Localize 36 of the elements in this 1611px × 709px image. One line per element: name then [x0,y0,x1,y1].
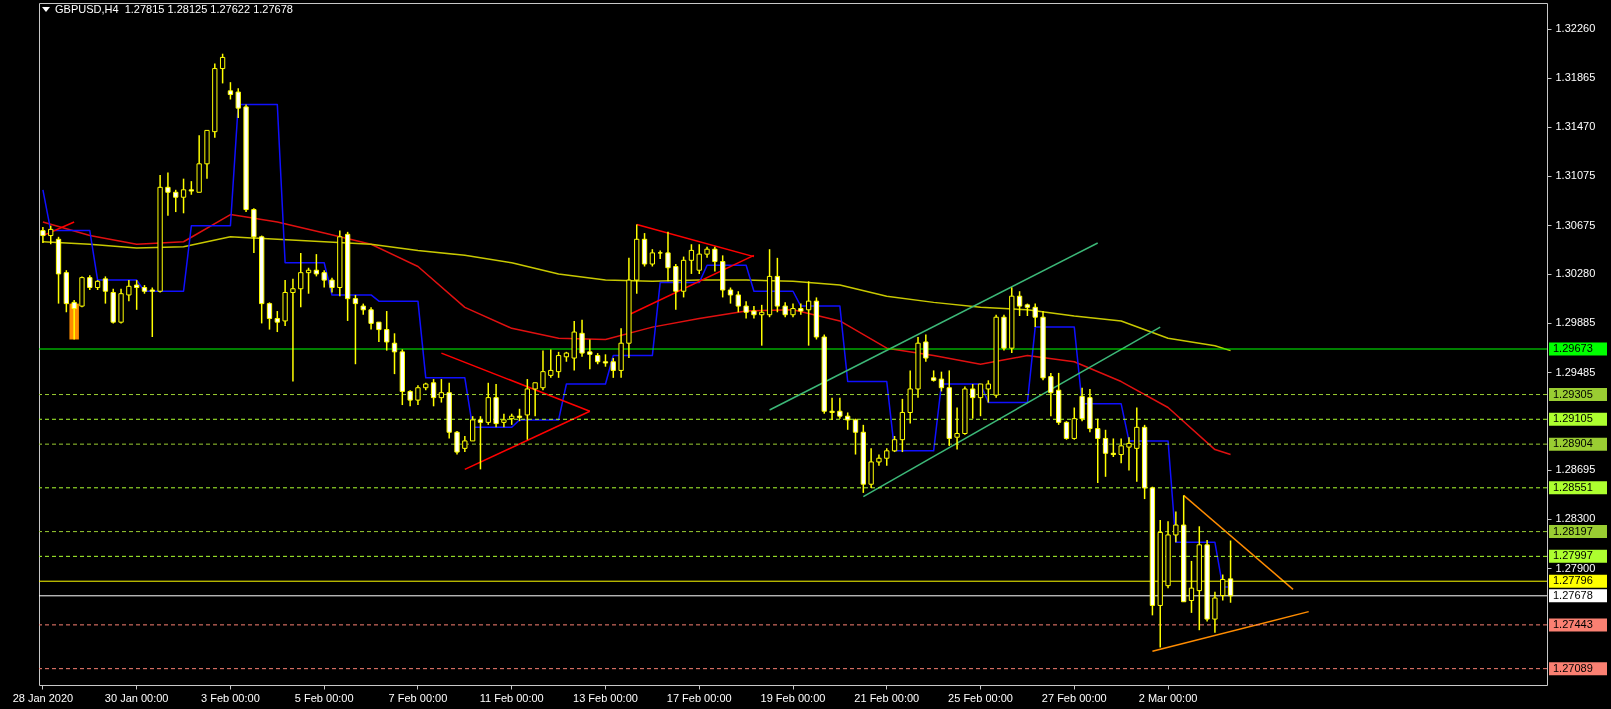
y-tick-label: 1.30280 [1555,267,1596,280]
x-tick-label: 27 Feb 00:00 [1041,691,1107,704]
x-tick-label: 30 Jan 00:00 [104,691,169,704]
x-tick-label: 13 Feb 00:00 [573,691,638,704]
x-tick-label: 7 Feb 00:00 [388,691,448,704]
y-tick-label: 1.31075 [1555,169,1596,182]
x-tick-label: 25 Feb 00:00 [948,691,1013,704]
ref-line-label: 1.27796 [1553,574,1593,587]
chart-title: GBPUSD,H4 1.27815 1.28125 1.27622 1.27678 [55,3,293,15]
ref-line-label: 1.28904 [1553,437,1593,450]
ref-line-label: 1.27089 [1553,661,1593,674]
x-tick-label: 5 Feb 00:00 [294,691,354,704]
y-tick-label: 1.29485 [1555,365,1596,378]
ref-line-label: 1.27443 [1553,617,1593,630]
ref-line-label: 1.27997 [1553,549,1593,562]
y-tick-label: 1.32260 [1555,22,1596,35]
ref-line-label: 1.29105 [1553,412,1593,425]
y-tick-label: 1.31865 [1555,71,1596,84]
x-tick-label: 19 Feb 00:00 [760,691,826,704]
y-tick-label: 1.27900 [1555,561,1596,574]
ref-line-label: 1.29305 [1553,387,1593,400]
y-tick-label: 1.28695 [1555,463,1596,476]
y-tick-label: 1.31470 [1555,120,1596,133]
x-tick-label: 2 Mar 00:00 [1138,691,1198,704]
ref-line-label: 1.28197 [1553,524,1593,537]
x-tick-label: 21 Feb 00:00 [854,691,920,704]
x-tick-label: 17 Feb 00:00 [666,691,732,704]
x-tick-label: 3 Feb 00:00 [201,691,260,704]
x-tick-label: 28 Jan 2020 [12,691,74,704]
ref-line-label: 1.27678 [1553,588,1593,601]
y-tick-label: 1.28300 [1555,512,1596,525]
ref-line-label: 1.29673 [1553,342,1593,355]
y-tick-label: 1.29885 [1555,316,1596,329]
y-tick-label: 1.30675 [1555,218,1596,231]
ref-line-label: 1.28551 [1553,480,1593,493]
x-tick-label: 11 Feb 00:00 [479,691,544,704]
